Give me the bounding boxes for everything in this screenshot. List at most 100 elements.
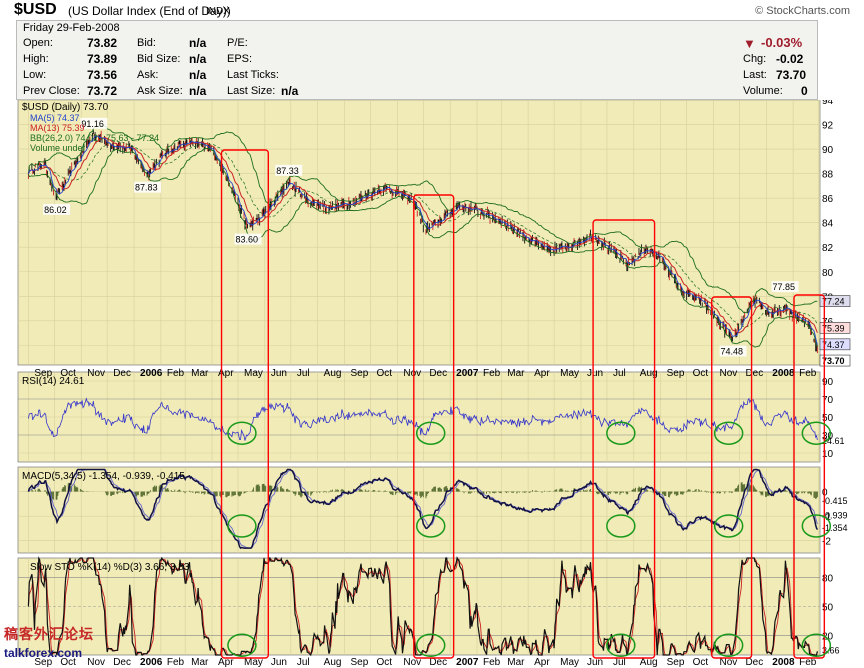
- ask-label: Ask:: [137, 69, 159, 81]
- prev-close-value: 73.72: [87, 84, 118, 98]
- highlight-circle: [713, 421, 744, 445]
- x-tick-label-bottom: Feb: [483, 657, 501, 668]
- sto-tick-label: 20: [822, 632, 834, 643]
- x-tick-label: Nov: [403, 368, 421, 379]
- x-tick-label: Nov: [719, 368, 737, 379]
- macd-line: [27, 468, 819, 550]
- price-tick-label: 88: [822, 170, 834, 181]
- macd-tick-label: -2: [822, 537, 831, 548]
- x-tick-label-bottom: Dec: [113, 657, 131, 668]
- x-tick-label-bottom: Jul: [297, 657, 310, 668]
- x-tick-label: Nov: [87, 368, 105, 379]
- x-tick-label-bottom: Nov: [87, 657, 105, 668]
- highlight-circle: [801, 421, 832, 445]
- macd-value-tag: -0.939: [822, 511, 848, 521]
- x-tick-label: Mar: [191, 368, 209, 379]
- annotation-bg: [771, 281, 799, 293]
- change-percent: -0.03%: [761, 35, 803, 50]
- x-tick-label-bottom: 2007: [456, 657, 479, 668]
- site-credit: © StockCharts.com: [755, 5, 850, 17]
- highlight-circle: [415, 514, 446, 538]
- x-tick-label-bottom: Sep: [667, 657, 685, 668]
- watermark-site: talkforex.com: [4, 646, 83, 660]
- volume-value: 0: [801, 84, 808, 98]
- highlight-circle: [713, 633, 744, 658]
- technical-chart: 949290888684828078767486.0291.1687.8383.…: [17, 100, 851, 668]
- highlight-box: [592, 219, 656, 659]
- rsi-line: [28, 397, 818, 441]
- exchange-label: INDX: [206, 6, 230, 17]
- price-title: $USD (Daily) 73.70: [22, 102, 109, 113]
- annotation-bg: [719, 345, 747, 357]
- x-tick-label-bottom: May: [244, 657, 263, 668]
- x-tick-label-bottom: Jun: [271, 657, 287, 668]
- x-tick-label-bottom: Mar: [507, 657, 525, 668]
- ma5-line: [27, 135, 818, 345]
- x-tick-label: May: [560, 368, 579, 379]
- price-annotation: 87.83: [135, 183, 158, 193]
- x-tick-label: Jul: [297, 368, 310, 379]
- x-tick-label: Jul: [613, 368, 626, 379]
- last-size-label: Last Size:: [227, 85, 276, 97]
- eps-label: EPS:: [227, 53, 253, 65]
- highlight-circle: [801, 633, 832, 658]
- x-tick-label: Dec: [429, 368, 447, 379]
- legend-entry: MA(5) 74.37: [30, 113, 80, 123]
- rsi-value-tag: 24.61: [822, 436, 845, 446]
- x-tick-label-bottom: Jun: [587, 657, 603, 668]
- low-value: 73.56: [87, 68, 118, 82]
- x-tick-label-bottom: Sep: [351, 657, 369, 668]
- price-annotation: 86.02: [44, 205, 67, 215]
- x-tick-label-bottom: Apr: [534, 657, 550, 668]
- price-tick-label: 84: [822, 219, 834, 230]
- x-tick-label-bottom: 2006: [140, 657, 163, 668]
- price-tag: 73.70: [822, 356, 845, 366]
- price-tick-label: 92: [822, 121, 834, 132]
- rsi-tick-label: 90: [822, 377, 834, 388]
- annotation-bg: [80, 117, 108, 129]
- symbol-name: (US Dollar Index (End of Day)): [68, 4, 231, 18]
- prev-close-label: Prev Close:: [23, 85, 80, 97]
- rsi-tick-label: 50: [822, 413, 834, 424]
- macd-value-tag: -0.415: [822, 496, 848, 506]
- price-annotation: 87.33: [276, 166, 299, 176]
- x-tick-label-bottom: Nov: [719, 657, 737, 668]
- x-tick-label: Dec: [113, 368, 131, 379]
- bid-size-value: n/a: [189, 52, 207, 66]
- x-tick-label-bottom: May: [560, 657, 579, 668]
- annotation-bg: [234, 233, 262, 245]
- bb-middle-line: [28, 140, 818, 328]
- highlight-circle: [606, 421, 636, 445]
- x-tick-label-bottom: Mar: [191, 657, 209, 668]
- x-tick-label: Mar: [507, 368, 525, 379]
- highlight-box: [711, 296, 753, 659]
- ask-value: n/a: [189, 68, 207, 82]
- price-tag: 77.24: [822, 297, 845, 307]
- highlight-circle: [606, 633, 636, 658]
- quote-panel: Friday 29-Feb-2008 Open: 73.82 High: 73.…: [16, 20, 818, 100]
- x-tick-label: Oct: [376, 368, 392, 379]
- price-annotation: 74.48: [721, 346, 744, 356]
- bid-size-label: Bid Size:: [137, 53, 181, 65]
- x-tick-label-bottom: Sep: [34, 657, 52, 668]
- price-tag: 75.39: [822, 323, 845, 333]
- last-size-value: n/a: [281, 84, 299, 98]
- x-tick-label: Sep: [667, 368, 685, 379]
- sto-value-tag: 3.66: [822, 645, 840, 655]
- last-label: Last:: [743, 69, 767, 81]
- price-tag-bg: [819, 322, 851, 334]
- highlight-circle: [415, 633, 446, 658]
- x-tick-label: Sep: [34, 368, 52, 379]
- price-annotation: 83.60: [236, 235, 259, 245]
- quote-date: Friday 29-Feb-2008: [23, 22, 120, 34]
- highlight-box: [793, 294, 826, 659]
- rsi-title: RSI(14) 24.61: [22, 376, 85, 387]
- price-tag-bg: [819, 295, 851, 307]
- price-tick-label: 80: [822, 268, 834, 279]
- x-tick-label: Apr: [218, 368, 234, 379]
- pe-label: P/E:: [227, 37, 248, 49]
- x-tick-label-bottom: Apr: [218, 657, 234, 668]
- x-tick-label-bottom: Nov: [403, 657, 421, 668]
- annotation-bg: [275, 164, 303, 176]
- rsi-tick-label: 30: [822, 431, 834, 442]
